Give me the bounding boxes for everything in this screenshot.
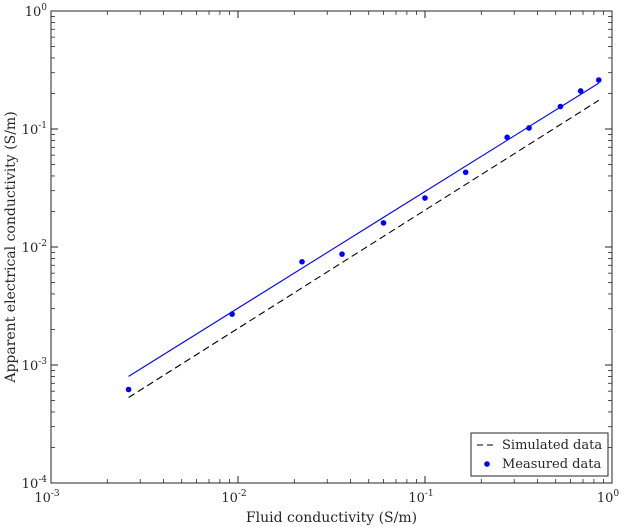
y-tick-label: 10-2 bbox=[22, 239, 47, 256]
x-axis-title: Fluid conductivity (S/m) bbox=[246, 510, 417, 526]
legend: Simulated data Measured data bbox=[470, 432, 609, 477]
minor-ticks bbox=[51, 11, 612, 483]
measured-data-point bbox=[462, 169, 469, 176]
measured-data-point bbox=[125, 386, 132, 393]
measured-data-point bbox=[557, 103, 564, 110]
x-tick-label: 10-2 bbox=[221, 489, 246, 506]
y-tick-label: 10-4 bbox=[22, 475, 48, 492]
series-layer bbox=[125, 77, 602, 398]
simulated-data-line bbox=[128, 99, 600, 398]
measured-data-point bbox=[577, 88, 584, 94]
measured-data-point bbox=[229, 311, 235, 317]
legend-box bbox=[470, 432, 609, 477]
y-axis-title: Apparent electrical conductivity (S/m) bbox=[3, 111, 19, 383]
plot-frame bbox=[50, 10, 613, 484]
y-tick-label: 100 bbox=[25, 3, 48, 20]
measured-data-point bbox=[339, 251, 345, 257]
measured-data-point bbox=[526, 125, 532, 131]
y-tick-label: 10-3 bbox=[22, 357, 48, 374]
measured-data-point bbox=[596, 77, 602, 83]
measured-data-point bbox=[380, 220, 387, 226]
x-tick-label: 100 bbox=[597, 489, 620, 506]
legend-simulated-label: Simulated data bbox=[502, 438, 602, 453]
measured-data-point bbox=[422, 195, 428, 201]
legend-measured-swatch bbox=[484, 461, 490, 467]
measured-data-point bbox=[504, 134, 510, 141]
x-tick-label: 10-1 bbox=[408, 489, 433, 506]
fit-line bbox=[128, 82, 600, 377]
plot-area bbox=[51, 11, 612, 483]
x-tick-label: 10-3 bbox=[34, 489, 60, 506]
legend-measured-label: Measured data bbox=[502, 457, 601, 472]
y-tick-label: 10-1 bbox=[22, 121, 47, 138]
measured-data-point bbox=[299, 258, 305, 265]
